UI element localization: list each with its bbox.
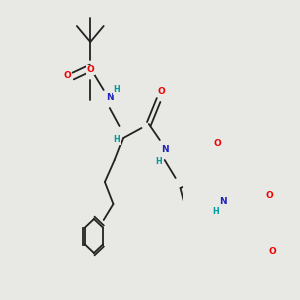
- Text: H: H: [114, 136, 121, 145]
- Text: O: O: [157, 88, 165, 97]
- Text: H: H: [155, 158, 162, 166]
- Text: N: N: [219, 197, 227, 206]
- Text: H: H: [114, 85, 121, 94]
- Text: O: O: [63, 71, 71, 80]
- Text: O: O: [86, 65, 94, 74]
- Text: O: O: [268, 248, 276, 256]
- Text: O: O: [266, 191, 274, 200]
- Text: O: O: [213, 140, 221, 148]
- Text: N: N: [161, 146, 169, 154]
- Text: H: H: [212, 208, 219, 217]
- Text: N: N: [106, 94, 114, 103]
